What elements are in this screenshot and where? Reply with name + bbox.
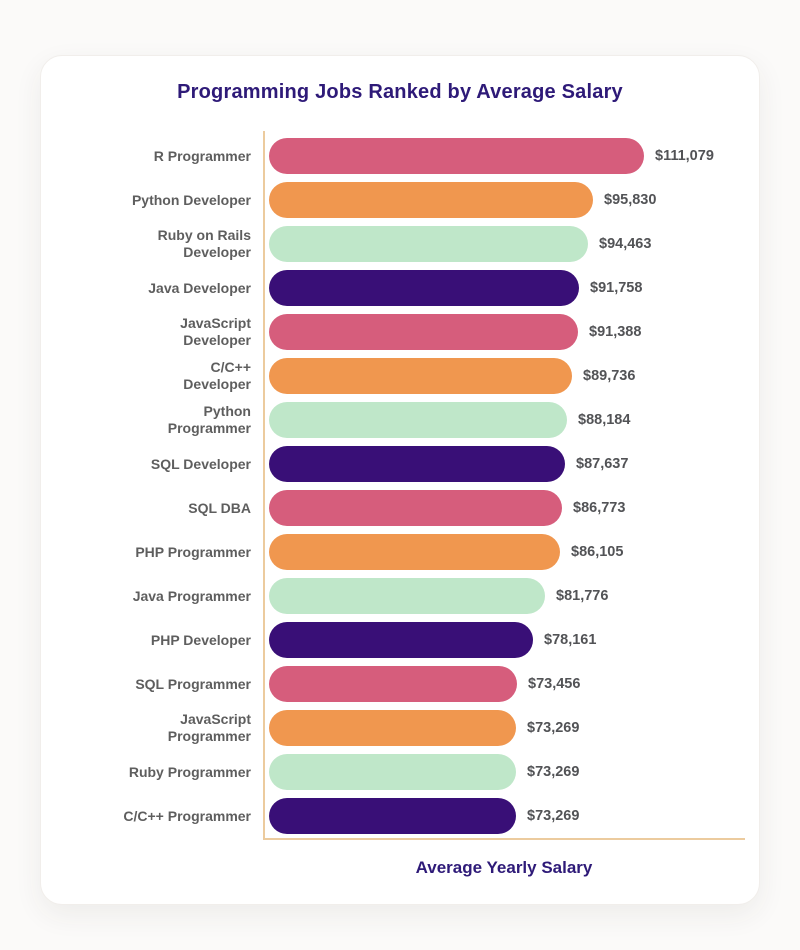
bar-cell: $86,105 [263,534,759,570]
chart-row: Ruby on Rails Developer $94,463 [41,222,759,266]
chart-row: Java Programmer $81,776 [41,574,759,618]
value-label: $86,105 [571,544,624,560]
bar [269,798,516,834]
bar [269,446,565,482]
value-label: $111,079 [655,148,714,164]
bar-cell: $91,758 [263,270,759,306]
chart-title: Programming Jobs Ranked by Average Salar… [177,81,623,103]
value-label: $73,269 [527,720,580,736]
category-label: JavaScript Developer [180,315,251,348]
category-label: Java Programmer [132,587,251,604]
category-label: R Programmer [153,147,251,164]
bar [269,710,516,746]
bar-cell: $91,388 [263,314,759,350]
x-axis-line [263,838,745,840]
chart-row: Python Developer $95,830 [41,178,759,222]
value-label: $95,830 [604,192,657,208]
value-label: $78,161 [544,632,597,648]
value-label: $73,269 [527,808,580,824]
bar-cell: $78,161 [263,622,759,658]
bar [269,138,644,174]
chart-row: JavaScript Developer $91,388 [41,310,759,354]
bar [269,666,517,702]
chart-rows: R Programmer $111,079 Python Developer $… [41,134,759,838]
category-label: SQL Programmer [135,675,251,692]
category-label: Python Programmer [167,403,251,436]
bar-cell: $81,776 [263,578,759,614]
chart-row: Java Developer $91,758 [41,266,759,310]
value-label: $88,184 [578,412,631,428]
value-label: $73,269 [527,764,580,780]
bar [269,578,545,614]
bar-cell: $95,830 [263,182,759,218]
value-label: $87,637 [576,456,629,472]
category-label: Ruby Programmer [128,763,251,780]
category-label: PHP Programmer [135,543,251,560]
chart-row: JavaScript Programmer $73,269 [41,706,759,750]
bar [269,314,578,350]
bar [269,622,533,658]
chart-row: SQL DBA $86,773 [41,486,759,530]
chart-row: R Programmer $111,079 [41,134,759,178]
chart-row: Ruby Programmer $73,269 [41,750,759,794]
chart-row: SQL Developer $87,637 [41,442,759,486]
bar [269,226,588,262]
bar-cell: $87,637 [263,446,759,482]
value-label: $91,758 [590,280,643,296]
bar-cell: $111,079 [263,138,759,174]
bar [269,182,593,218]
bar-cell: $88,184 [263,402,759,438]
bar-cell: $86,773 [263,490,759,526]
category-label: C/C++ Programmer [123,807,251,824]
category-label: Ruby on Rails Developer [157,227,251,260]
category-label: JavaScript Programmer [167,711,251,744]
category-label: PHP Developer [150,631,251,648]
value-label: $94,463 [599,236,652,252]
value-label: $86,773 [573,500,626,516]
bar [269,402,567,438]
category-label: C/C++ Developer [183,359,251,392]
bar-cell: $94,463 [263,226,759,262]
chart-row: C/C++ Programmer $73,269 [41,794,759,838]
chart-row: PHP Programmer $86,105 [41,530,759,574]
y-axis-line [263,131,265,840]
bar-chart: R Programmer $111,079 Python Developer $… [41,131,759,840]
value-label: $73,456 [528,676,581,692]
bar-cell: $73,269 [263,710,759,746]
bar-cell: $89,736 [263,358,759,394]
chart-row: Python Programmer $88,184 [41,398,759,442]
category-label: Java Developer [148,279,251,296]
chart-row: C/C++ Developer $89,736 [41,354,759,398]
chart-row: SQL Programmer $73,456 [41,662,759,706]
category-label: Python Developer [131,191,251,208]
bar [269,490,562,526]
value-label: $91,388 [589,324,642,340]
chart-row: PHP Developer $78,161 [41,618,759,662]
category-label: SQL DBA [188,499,251,516]
chart-card: Programming Jobs Ranked by Average Salar… [40,55,760,905]
bar [269,754,516,790]
bar-cell: $73,269 [263,798,759,834]
value-label: $81,776 [556,588,609,604]
category-label: SQL Developer [150,455,251,472]
bar-cell: $73,269 [263,754,759,790]
bar [269,270,579,306]
bar [269,534,560,570]
x-axis-title: Average Yearly Salary [415,858,593,877]
value-label: $89,736 [583,368,636,384]
bar-cell: $73,456 [263,666,759,702]
bar [269,358,572,394]
